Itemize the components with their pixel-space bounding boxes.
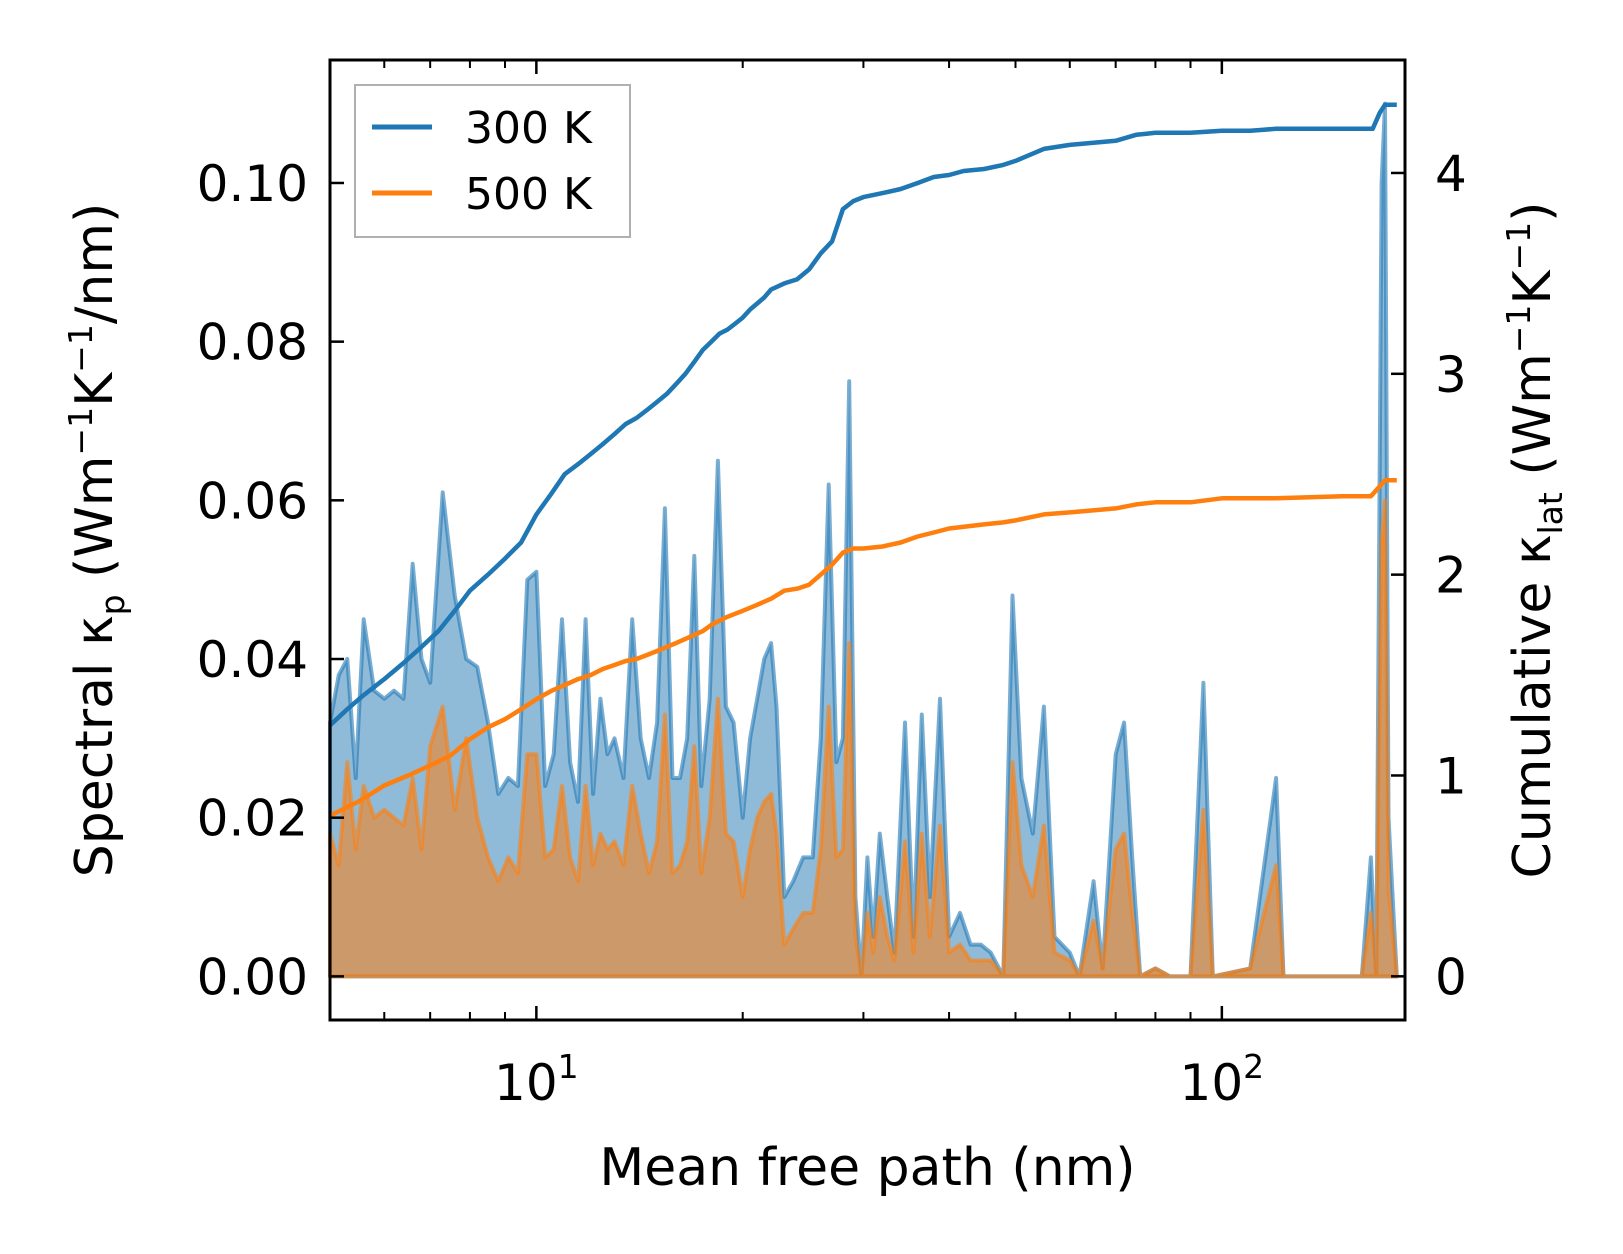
plot-area (328, 101, 1399, 979)
ticks: 101 102 0.00 0.02 0.04 0.06 0.08 0.10 0 1 2 3 4 (197, 60, 1467, 1112)
axes-frame (328, 58, 1407, 1022)
y-left-tick-label: 0.02 (197, 790, 308, 848)
cumulative-line-300-k (328, 102, 1397, 727)
spectral-area-300-k (328, 101, 1399, 979)
y-left-tick-label: 0.04 (197, 631, 308, 689)
y-left-tick-label: 0.06 (197, 472, 308, 530)
legend-label: 300 K (465, 103, 593, 154)
y-right-tick-label: 0 (1435, 948, 1467, 1006)
y-right-tick-label: 4 (1435, 145, 1467, 203)
x-axis-title: Mean free path (nm) (599, 1138, 1135, 1198)
y-right-tick-label: 1 (1435, 747, 1467, 805)
legend: 300 K 500 K (354, 84, 631, 238)
y-right-tick-label: 2 (1435, 547, 1467, 605)
y-left-tick-label: 0.10 (197, 155, 308, 213)
y-axis-right-title: Cumulative κlat (Wm−1K−1) (1499, 202, 1570, 879)
y-right-tick-label: 3 (1435, 346, 1467, 404)
y-left-tick-label: 0.00 (197, 948, 308, 1006)
x-tick-label: 101 (494, 1047, 579, 1112)
legend-box (354, 84, 631, 238)
x-tick-label: 102 (1180, 1047, 1265, 1112)
y-axis-left-title: Spectral κp (Wm−1K−1/nm) (61, 203, 132, 878)
legend-label: 500 K (465, 169, 593, 220)
y-left-tick-label: 0.08 (197, 314, 308, 372)
cumulative-line-500-k (329, 478, 1397, 818)
spectral-area-500-k (328, 498, 1399, 979)
